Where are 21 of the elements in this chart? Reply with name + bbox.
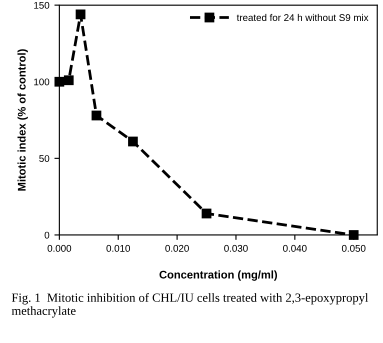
y-tick-label: 0 [44, 232, 50, 239]
point [54, 76, 64, 87]
x-tick-label: 0.030 [224, 244, 248, 252]
x-tick-label: 0.000 [48, 244, 72, 252]
legend-label: treated for 24 h without S9 mix [236, 14, 368, 22]
point [92, 110, 102, 120]
y-tick-label: 150 [34, 2, 50, 9]
point [64, 75, 74, 86]
y-tick-label: 50 [39, 155, 50, 162]
point [128, 136, 138, 146]
x-tick-label: 0.040 [283, 244, 307, 252]
x-tick-label: 0.020 [165, 244, 189, 252]
x-axis-title: Concentration (mg/ml) [160, 270, 278, 281]
caption: Fig. 1 Mitotic inhibition of CHL/IU cells treated with 2,3-epoxypropyl methacrylate [12, 292, 368, 318]
x-tick-label: 0.050 [342, 244, 366, 252]
y-axis-title: Mitotic index (% of control) [18, 49, 28, 191]
point [76, 9, 86, 20]
x-tick-label: 0.010 [106, 244, 130, 252]
point [348, 230, 359, 240]
point [202, 208, 212, 218]
y-tick-label: 100 [34, 78, 50, 86]
